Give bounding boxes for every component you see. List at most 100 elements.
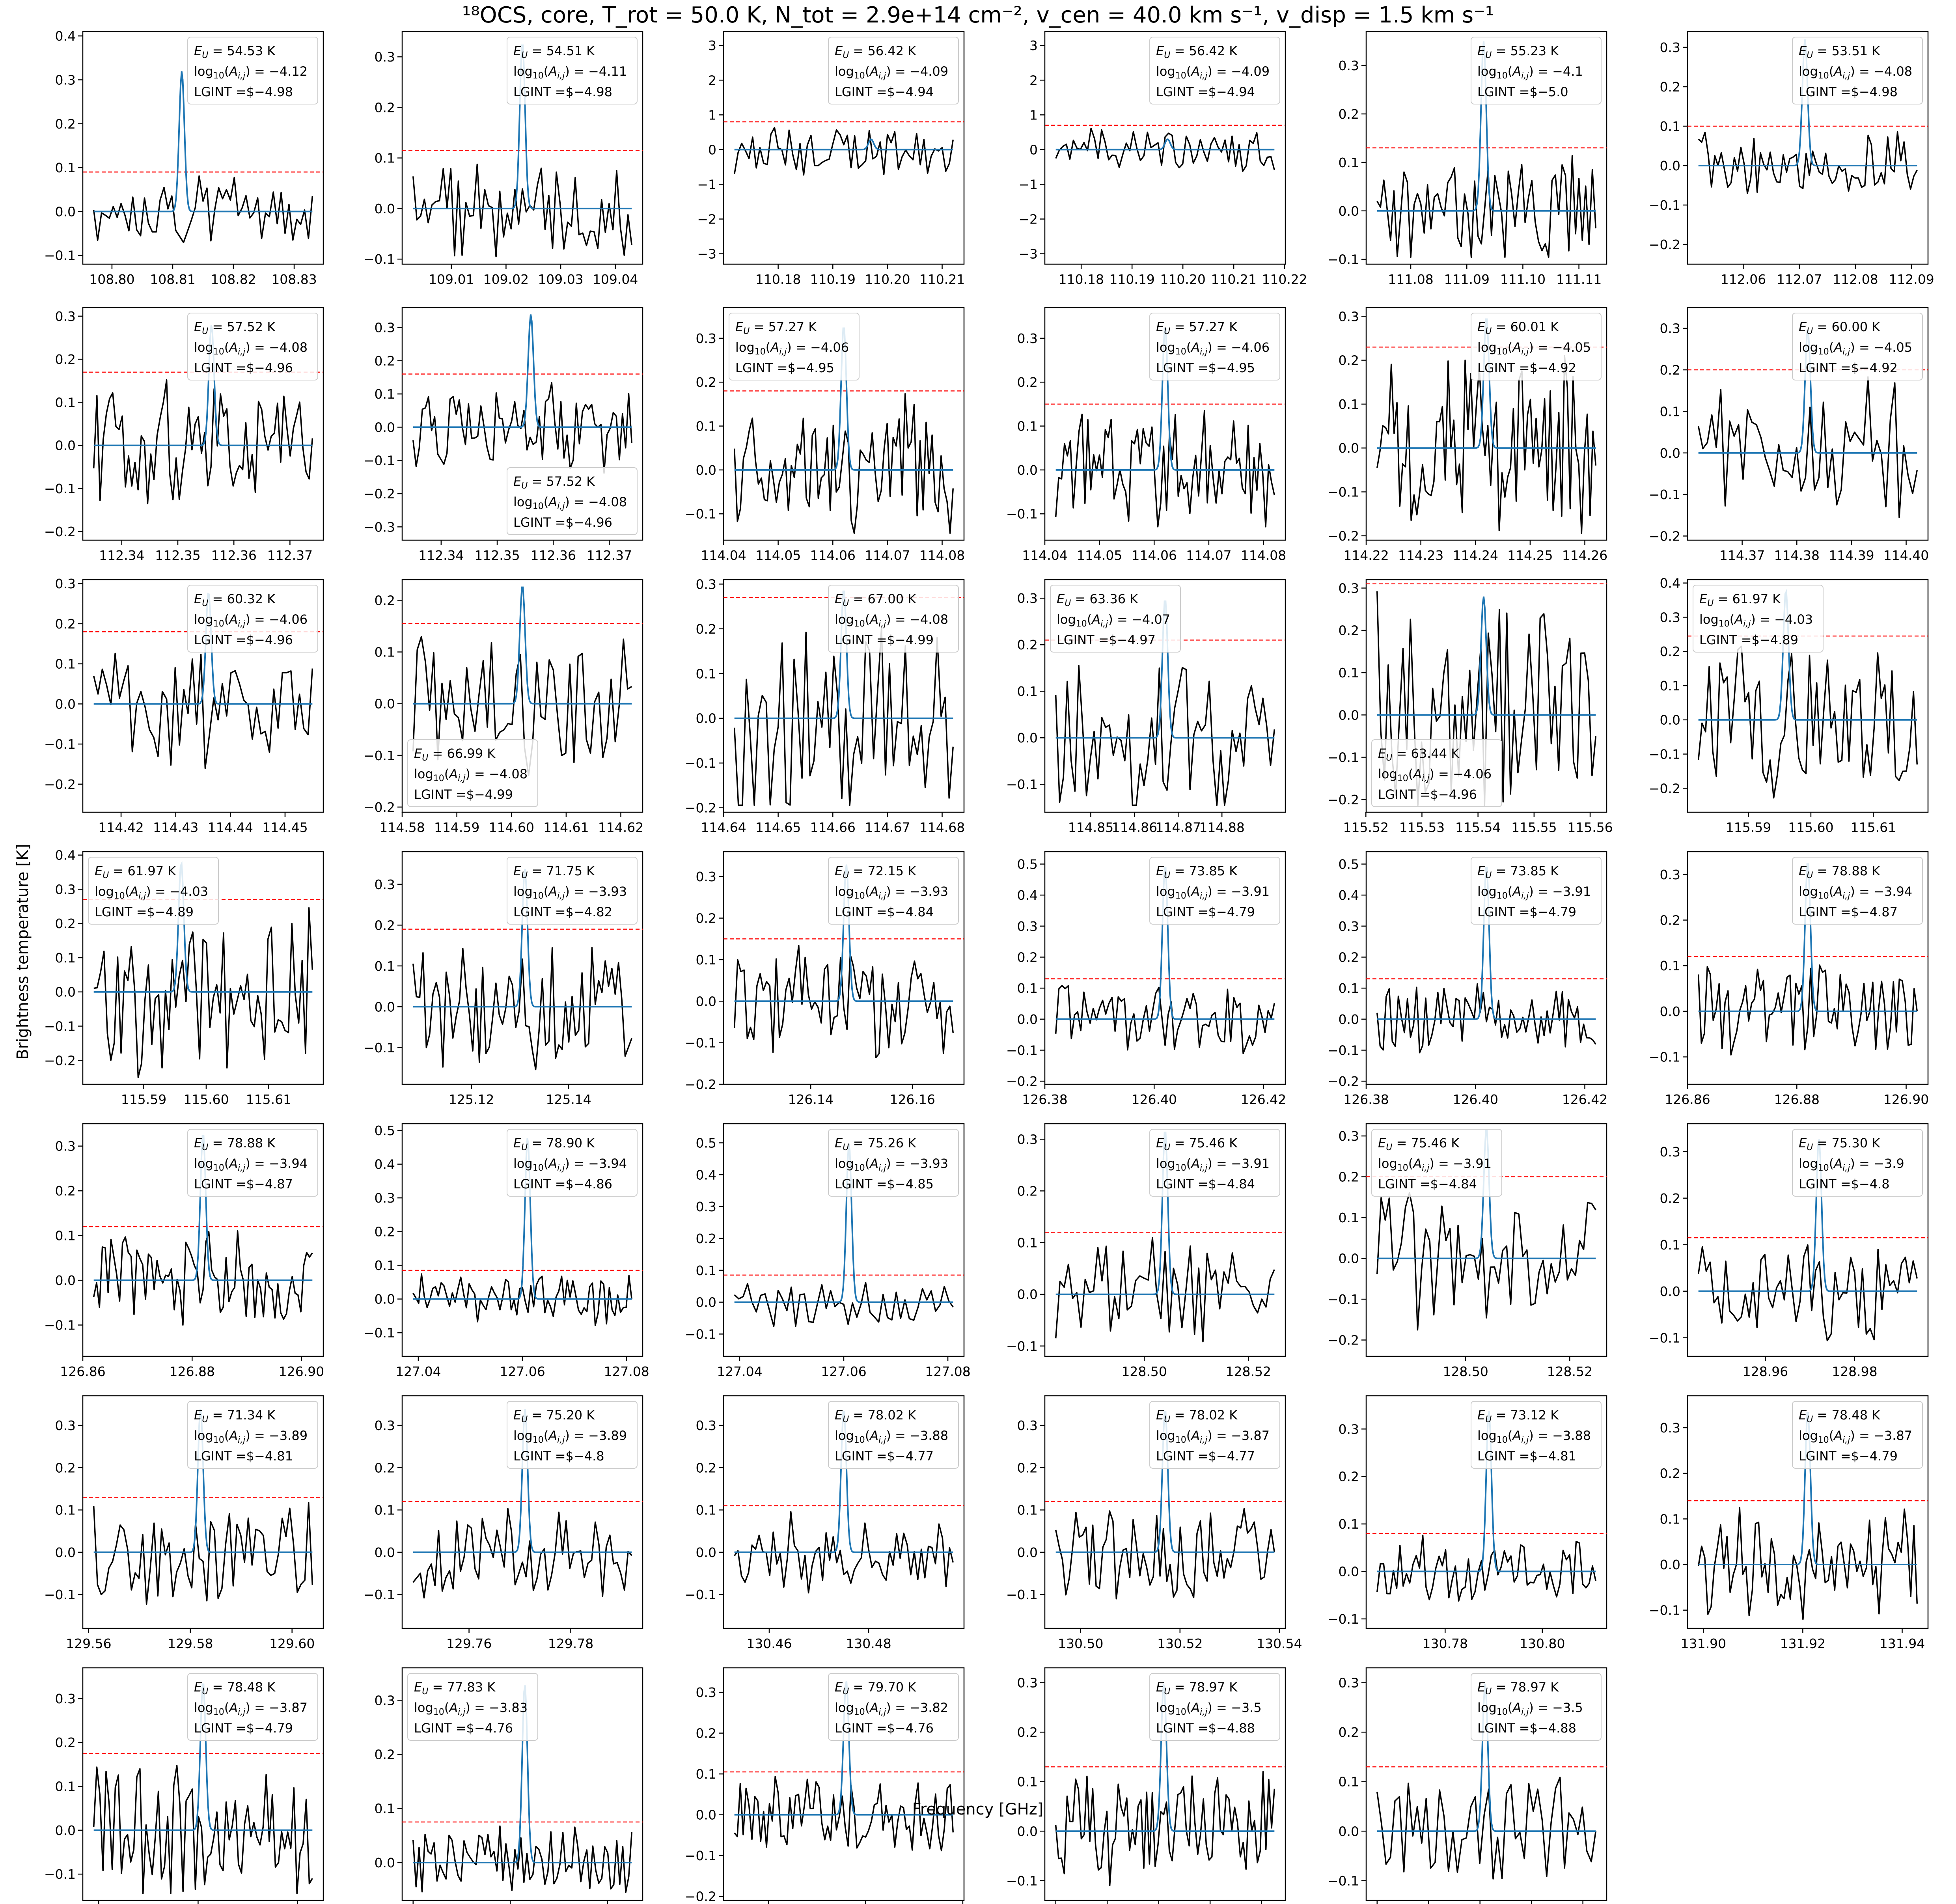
- model-spectrum: [413, 314, 632, 428]
- y-tick-label: 0.2: [375, 353, 395, 369]
- legend-log-a: log10(Ai,j) = −4.08: [513, 494, 627, 511]
- y-tick-label: 0.0: [696, 711, 716, 726]
- observed-spectrum: [93, 1501, 313, 1605]
- legend-eu: EU = 78.02 K: [1156, 1408, 1238, 1425]
- model-spectrum: [413, 1138, 632, 1300]
- legend-eu: EU = 73.85 K: [1477, 863, 1559, 880]
- legend-eu: EU = 78.48 K: [194, 1680, 276, 1697]
- y-tick-label: 0.2: [1017, 1725, 1038, 1740]
- legend-lgint: LGINT =$−4.99: [414, 787, 513, 802]
- x-tick-label: 126.42: [1241, 1092, 1286, 1107]
- legend-box: [1149, 1673, 1280, 1741]
- y-tick-label: −0.1: [1328, 485, 1359, 500]
- y-tick-label: −2: [1018, 212, 1038, 227]
- legend-lgint: LGINT =$−4.96: [194, 360, 293, 375]
- observed-spectrum: [733, 127, 954, 176]
- legend-log-a: log10(Ai,j) = −3.5: [1477, 1700, 1583, 1717]
- x-tick-label: 114.44: [208, 820, 253, 835]
- legend-box: [507, 1129, 638, 1197]
- x-tick-label: 114.07: [1186, 548, 1231, 563]
- y-tick-label: 0.3: [1660, 321, 1680, 336]
- y-tick-label: 0.1: [375, 1801, 395, 1816]
- y-tick-label: −3: [697, 246, 716, 262]
- legend-eu: EU = 77.83 K: [414, 1680, 496, 1697]
- legend: EU = 54.51 K log10(Ai,j) = −4.11 LGINT =$−…: [507, 37, 638, 104]
- legend: EU = 78.88 K log10(Ai,j) = −3.94 LGINT =$−…: [187, 1129, 318, 1197]
- y-tick-label: 0.0: [696, 462, 716, 478]
- subplot-2: −0.1 0.0 0.1 0.2 0.3 109.01 109.02 109.03 109.04…: [364, 31, 643, 287]
- observed-spectrum: [1055, 1508, 1275, 1600]
- subplot-18: −0.2 −0.1 0.0 0.1 0.2 0.3 0.4 115.59 115.60 115.6…: [1649, 576, 1929, 835]
- x-tick-label: 128.50: [1443, 1364, 1488, 1379]
- legend-lgint: LGINT =$−4.87: [1799, 904, 1898, 919]
- x-tick-label: 126.42: [1562, 1092, 1607, 1107]
- legend-log-a: log10(Ai,j) = −3.93: [835, 884, 948, 901]
- observed-spectrum: [1697, 645, 1918, 799]
- subplot-33: −0.1 0.0 0.1 0.2 0.3 130.46 130.48 EU = 78.02 K…: [685, 1395, 965, 1651]
- y-tick-label: −0.1: [685, 1587, 716, 1602]
- x-tick-label: 114.67: [865, 820, 910, 835]
- x-tick-label: 114.24: [1453, 548, 1498, 563]
- y-tick-label: 0.0: [375, 696, 395, 712]
- y-tick-label: 0.2: [696, 911, 716, 926]
- y-tick-label: 0.0: [1017, 1545, 1038, 1560]
- legend-log-a: log10(Ai,j) = −4.07: [1057, 612, 1170, 629]
- legend-lgint: LGINT =$−4.94: [835, 84, 934, 99]
- legend-lgint: LGINT =$−4.8: [513, 1449, 604, 1464]
- y-tick-label: 3: [1029, 38, 1038, 53]
- legend: EU = 78.48 K log10(Ai,j) = −3.87 LGINT =$−…: [187, 1673, 318, 1741]
- y-tick-label: −0.1: [1328, 750, 1359, 765]
- y-tick-label: −0.2: [1006, 1074, 1038, 1089]
- legend-box: [507, 467, 638, 535]
- y-tick-label: 0.3: [696, 576, 716, 592]
- x-tick-label: 112.35: [474, 548, 520, 563]
- x-tick-label: 109.02: [483, 272, 529, 287]
- subplot-32: −0.1 0.0 0.1 0.2 0.3 129.76 129.78 EU = 75.20 K…: [364, 1395, 643, 1651]
- legend-box: [1149, 313, 1280, 380]
- legend-lgint: LGINT =$−4.82: [513, 904, 612, 919]
- x-tick-label: 114.22: [1343, 548, 1389, 563]
- legend-eu: EU = 75.30 K: [1799, 1136, 1880, 1152]
- legend-lgint: LGINT =$−4.89: [95, 904, 194, 919]
- y-tick-label: 0.0: [1017, 1824, 1038, 1839]
- x-tick-label: 111.09: [1444, 272, 1489, 287]
- x-tick-label: 131.92: [1780, 1636, 1825, 1651]
- legend: EU = 78.48 K log10(Ai,j) = −3.87 LGINT =$−…: [1792, 1401, 1923, 1469]
- legend-log-a: log10(Ai,j) = −3.9: [1799, 1156, 1904, 1173]
- y-tick-label: −0.1: [685, 1326, 716, 1342]
- x-tick-label: 110.20: [1160, 272, 1205, 287]
- legend-log-a: log10(Ai,j) = −4.06: [1156, 340, 1270, 357]
- y-tick-label: 0.4: [1339, 888, 1359, 903]
- y-tick-label: 0.0: [1660, 1284, 1680, 1299]
- x-tick-label: 114.58: [379, 820, 425, 835]
- x-tick-label: 114.40: [1883, 548, 1929, 563]
- x-tick-label: 126.86: [60, 1364, 105, 1379]
- y-tick-label: 0.2: [375, 1460, 395, 1475]
- model-spectrum: [413, 1685, 632, 1863]
- legend-lgint: LGINT =$−4.96: [1378, 787, 1477, 802]
- x-tick-label: 114.38: [1774, 548, 1820, 563]
- observed-spectrum: [734, 1281, 954, 1327]
- legend-log-a: log10(Ai,j) = −4.06: [1378, 766, 1492, 783]
- y-tick-label: 0.3: [1017, 591, 1038, 606]
- y-tick-label: 0.1: [1339, 1516, 1359, 1532]
- legend-eu: EU = 78.48 K: [1799, 1408, 1880, 1425]
- legend-log-a: log10(Ai,j) = −3.87: [194, 1700, 308, 1717]
- legend: EU = 56.42 K log10(Ai,j) = −4.09 LGINT =$−…: [828, 37, 959, 104]
- legend-lgint: LGINT =$−4.92: [1477, 360, 1576, 375]
- y-tick-label: 0.1: [1339, 1210, 1359, 1225]
- legend-box: [1693, 585, 1824, 653]
- legend-box: [1792, 857, 1923, 925]
- y-tick-label: 0.4: [55, 28, 76, 44]
- y-tick-label: 0.2: [696, 1726, 716, 1741]
- x-tick-label: 114.64: [701, 820, 746, 835]
- y-tick-label: 0.3: [1339, 309, 1359, 324]
- legend-box: [187, 313, 318, 380]
- y-tick-label: 0.2: [1660, 79, 1680, 95]
- legend: EU = 78.97 K log10(Ai,j) = −3.5 LGINT =$−4…: [1471, 1673, 1602, 1741]
- legend-box: [828, 1401, 959, 1469]
- observed-spectrum: [1697, 1507, 1918, 1620]
- x-tick-label: 126.40: [1132, 1092, 1177, 1107]
- legend-lgint: LGINT =$−4.84: [1378, 1177, 1477, 1192]
- x-tick-label: 114.04: [701, 548, 746, 563]
